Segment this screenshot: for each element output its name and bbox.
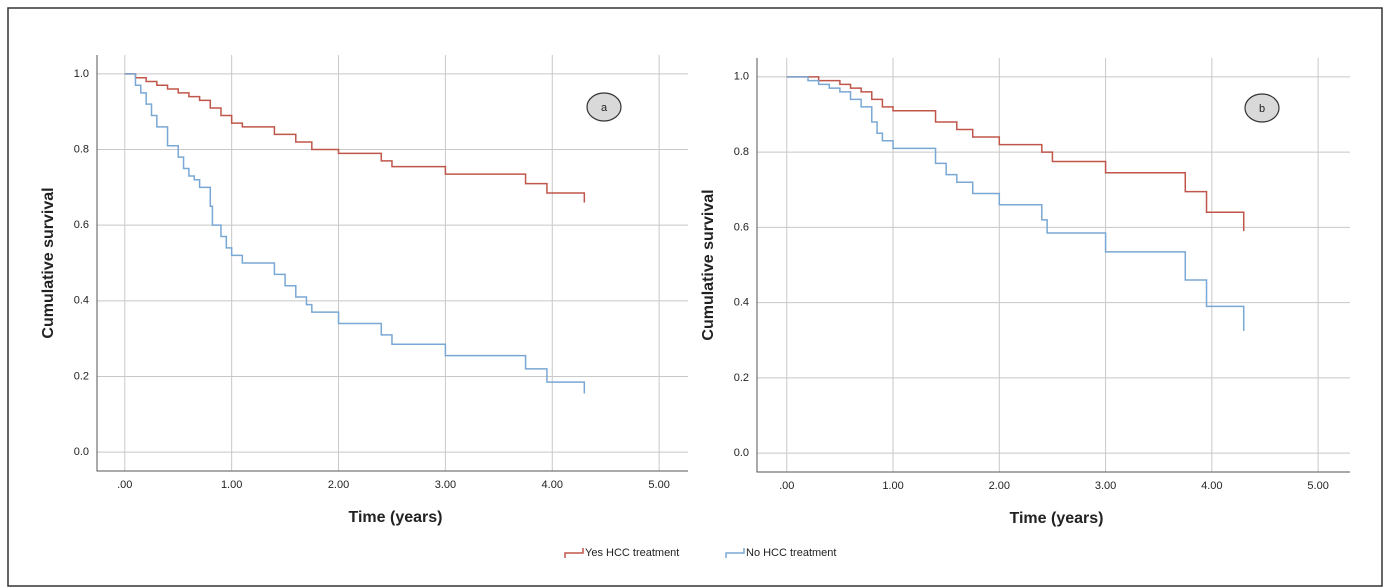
- x-tick-label: .00: [117, 479, 132, 491]
- x-tick-label: 3.00: [1095, 480, 1116, 492]
- annotation-circle: [1244, 93, 1280, 123]
- x-tick-label: .00: [779, 480, 794, 492]
- x-tick-label: 5.00: [648, 479, 669, 491]
- annotation: a: [601, 102, 608, 114]
- x-tick-label: 5.00: [1307, 480, 1328, 492]
- legend-swatch: [564, 548, 584, 558]
- axis-line: [756, 58, 1350, 473]
- annotation: b: [1259, 103, 1265, 115]
- y-axis-title: Cumulative survival: [700, 189, 717, 340]
- legend-label: Yes HCC treatment: [585, 547, 679, 559]
- y-tick-label: 0.0: [74, 446, 89, 458]
- x-tick-label: 4.00: [542, 479, 563, 491]
- y-tick-label: 0.8: [734, 146, 749, 158]
- axis-line: [96, 55, 688, 472]
- legend-label: No HCC treatment: [746, 547, 836, 559]
- y-tick-label: 0.4: [74, 295, 89, 307]
- y-tick-label: 1.0: [74, 68, 89, 80]
- y-tick-label: 0.2: [74, 370, 89, 382]
- x-tick-label: 2.00: [328, 479, 349, 491]
- survival-curve: [124, 73, 586, 203]
- annotation-circle: [586, 92, 622, 122]
- figure-border: [7, 7, 1383, 587]
- x-axis-title: Time (years): [1010, 510, 1104, 527]
- x-tick-label: 1.00: [221, 479, 242, 491]
- y-tick-label: 0.2: [734, 372, 749, 384]
- y-tick-label: 0.6: [74, 219, 89, 231]
- y-tick-label: 0.4: [734, 297, 749, 309]
- x-tick-label: 3.00: [435, 479, 456, 491]
- y-tick-label: 1.0: [734, 71, 749, 83]
- y-tick-label: 0.0: [734, 447, 749, 459]
- y-tick-label: 0.6: [734, 221, 749, 233]
- x-axis-title: Time (years): [349, 509, 443, 526]
- y-axis-title: Cumulative survival: [40, 187, 57, 338]
- x-tick-label: 2.00: [989, 480, 1010, 492]
- x-tick-label: 4.00: [1201, 480, 1222, 492]
- survival-curve: [786, 76, 1245, 232]
- survival-curve: [786, 76, 1245, 331]
- legend-swatch: [725, 548, 745, 558]
- survival-curve: [124, 73, 586, 394]
- x-tick-label: 1.00: [882, 480, 903, 492]
- y-tick-label: 0.8: [74, 143, 89, 155]
